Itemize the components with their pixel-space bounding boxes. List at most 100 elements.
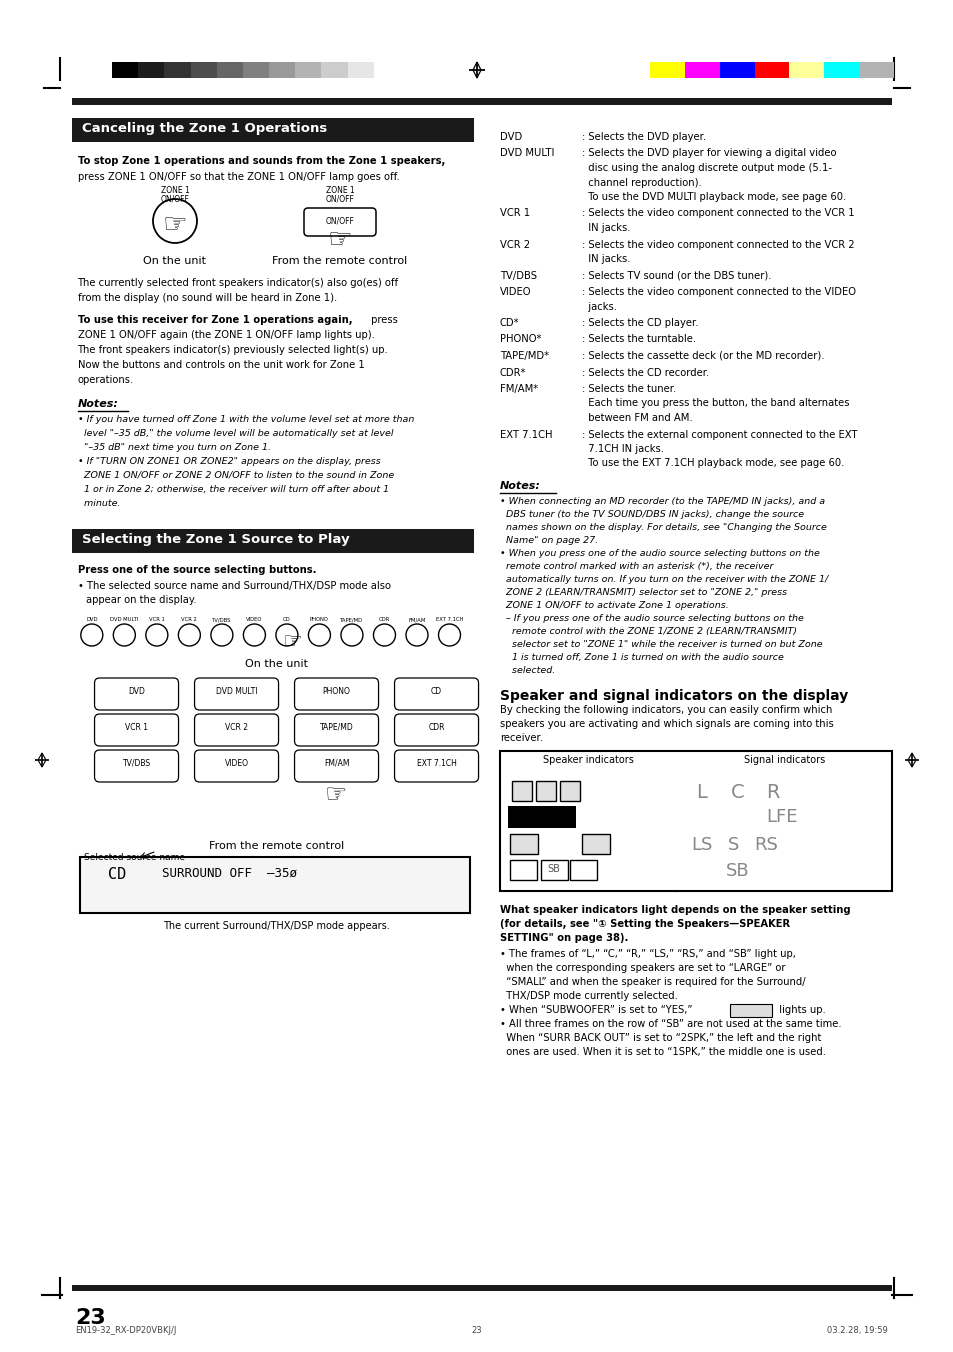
Text: Press one of the source selecting buttons.: Press one of the source selecting button… [77, 565, 315, 575]
Text: ON/OFF: ON/OFF [325, 193, 355, 203]
Text: : Selects the external component connected to the EXT: : Selects the external component connect… [581, 430, 857, 439]
Text: automatically turns on. If you turn on the receiver with the ZONE 1/: automatically turns on. If you turn on t… [499, 575, 827, 584]
Text: CD: CD [108, 867, 126, 882]
Bar [559, 781, 579, 800]
Text: DVD: DVD [128, 687, 145, 696]
Text: Speaker indicators: Speaker indicators [542, 754, 633, 765]
Text: : Selects the DVD player for viewing a digital video: : Selects the DVD player for viewing a d… [581, 149, 836, 158]
Text: RS: RS [589, 838, 601, 848]
Text: To use the DVD MULTI playback mode, see page 60.: To use the DVD MULTI playback mode, see … [581, 192, 845, 201]
Text: What speaker indicators light depends on the speaker setting: What speaker indicators light depends on… [499, 904, 849, 915]
Text: ZONE 1 ON/OFF or ZONE 2 ON/OFF to listen to the sound in Zone: ZONE 1 ON/OFF or ZONE 2 ON/OFF to listen… [77, 470, 394, 480]
Text: Notes:: Notes: [77, 399, 118, 410]
Text: channel reproduction).: channel reproduction). [581, 177, 700, 188]
Text: : Selects the CD player.: : Selects the CD player. [581, 318, 698, 329]
Bar [112, 62, 138, 78]
Text: lights up.: lights up. [775, 1005, 824, 1015]
Text: Notes:: Notes: [499, 481, 540, 491]
Text: (for details, see "① Setting the Speakers—SPEAKER: (for details, see "① Setting the Speaker… [499, 919, 789, 929]
Text: press ZONE 1 ON/OFF so that the ZONE 1 ON/OFF lamp goes off.: press ZONE 1 ON/OFF so that the ZONE 1 O… [77, 172, 399, 183]
Text: DBS tuner (to the TV SOUND/DBS IN jacks), change the source: DBS tuner (to the TV SOUND/DBS IN jacks)… [499, 510, 803, 519]
Bar [719, 62, 754, 78]
Text: VCR 1: VCR 1 [149, 617, 165, 622]
Bar [295, 62, 321, 78]
Text: 03.2.28, 19:59: 03.2.28, 19:59 [826, 1326, 887, 1334]
Text: ☞: ☞ [162, 211, 187, 239]
Text: remote control marked with an asterisk (*), the receiver: remote control marked with an asterisk (… [499, 562, 772, 571]
Text: TAPE/MD: TAPE/MD [319, 723, 353, 731]
Bar [649, 62, 684, 78]
Text: TAPE/MD*: TAPE/MD* [499, 352, 548, 361]
Bar [164, 62, 191, 78]
Text: LS: LS [517, 838, 529, 848]
Text: ☞: ☞ [282, 631, 301, 652]
Text: VCR 1: VCR 1 [499, 208, 529, 219]
Bar [71, 529, 474, 553]
Bar [71, 118, 474, 142]
Text: THX/DSP mode currently selected.: THX/DSP mode currently selected. [499, 991, 677, 1000]
Text: EXT 7.1CH: EXT 7.1CH [499, 430, 552, 439]
Text: DVD MULTI: DVD MULTI [499, 149, 554, 158]
Text: from the display (no sound will be heard in Zone 1).: from the display (no sound will be heard… [77, 293, 336, 303]
Text: operations.: operations. [77, 375, 133, 385]
Text: names shown on the display. For details, see "Changing the Source: names shown on the display. For details,… [499, 523, 826, 531]
Bar [269, 62, 295, 78]
Text: TV/DBS: TV/DBS [212, 617, 232, 622]
Bar [374, 62, 399, 78]
Text: TAPE/MD: TAPE/MD [340, 617, 363, 622]
Text: Signal indicators: Signal indicators [742, 754, 824, 765]
Text: SB: SB [725, 863, 749, 880]
Bar [823, 62, 859, 78]
Text: FM/AM*: FM/AM* [499, 384, 537, 393]
Text: • The frames of “L,” “C,” “R,” “LS,” “RS,” and “SB” light up,: • The frames of “L,” “C,” “R,” “LS,” “RS… [499, 949, 795, 959]
Text: appear on the display.: appear on the display. [86, 595, 196, 604]
Text: • When you press one of the audio source selecting buttons on the: • When you press one of the audio source… [499, 549, 819, 558]
Text: ☞: ☞ [327, 226, 352, 254]
Text: PHONO: PHONO [310, 617, 329, 622]
Text: SB: SB [547, 864, 559, 873]
Text: By checking the following indicators, you can easily confirm which: By checking the following indicators, yo… [499, 704, 831, 715]
Text: TV/DBS: TV/DBS [122, 758, 151, 768]
Text: : Selects the video component connected to the VIDEO: : Selects the video component connected … [581, 287, 855, 297]
Bar [499, 750, 891, 891]
Text: VCR 1: VCR 1 [125, 723, 148, 731]
Text: From the remote control: From the remote control [273, 256, 407, 266]
Text: IN jacks.: IN jacks. [581, 223, 630, 233]
Text: On the unit: On the unit [143, 256, 206, 266]
Bar [729, 1005, 771, 1017]
Text: VCR 2: VCR 2 [499, 239, 529, 250]
Text: EXT 7.1CH: EXT 7.1CH [436, 617, 463, 622]
Text: : Selects the CD recorder.: : Selects the CD recorder. [581, 368, 708, 377]
Text: DVD: DVD [86, 617, 97, 622]
Text: ZONE 1: ZONE 1 [325, 187, 354, 195]
Bar [754, 62, 788, 78]
Text: TV/DBS: TV/DBS [499, 270, 537, 280]
Text: jacks.: jacks. [581, 301, 617, 311]
Bar [321, 62, 347, 78]
Bar [509, 860, 537, 880]
Text: Speaker and signal indicators on the display: Speaker and signal indicators on the dis… [499, 690, 847, 703]
Bar [581, 834, 609, 854]
Text: • When “SUBWOOFER” is set to “YES,”: • When “SUBWOOFER” is set to “YES,” [499, 1005, 695, 1015]
Text: ZONE 1: ZONE 1 [160, 187, 190, 195]
Text: CDR*: CDR* [499, 368, 526, 377]
Bar [859, 62, 893, 78]
Text: ZONE 1 ON/OFF to activate Zone 1 operations.: ZONE 1 ON/OFF to activate Zone 1 operati… [499, 602, 728, 610]
Text: DVD MULTI: DVD MULTI [110, 617, 138, 622]
Text: • If "TURN ON ZONE1 OR ZONE2" appears on the display, press: • If "TURN ON ZONE1 OR ZONE2" appears on… [77, 457, 380, 466]
Text: ON/OFF: ON/OFF [160, 193, 190, 203]
Text: when the corresponding speakers are set to “LARGE” or: when the corresponding speakers are set … [499, 963, 784, 973]
Text: "–35 dB" next time you turn on Zone 1.: "–35 dB" next time you turn on Zone 1. [77, 443, 271, 452]
Text: • If you have turned off Zone 1 with the volume level set at more than: • If you have turned off Zone 1 with the… [77, 415, 414, 425]
Text: VIDEO: VIDEO [224, 758, 249, 768]
Bar [138, 62, 164, 78]
Text: IN jacks.: IN jacks. [581, 254, 630, 264]
Bar [71, 97, 891, 105]
Bar [569, 860, 597, 880]
Text: On the unit: On the unit [245, 658, 308, 669]
Bar [71, 1284, 891, 1291]
Text: FM/AM: FM/AM [408, 617, 425, 622]
Text: SUBWFR: SUBWFR [734, 1006, 766, 1015]
Text: : Selects the turntable.: : Selects the turntable. [581, 334, 695, 345]
Bar [540, 860, 567, 880]
